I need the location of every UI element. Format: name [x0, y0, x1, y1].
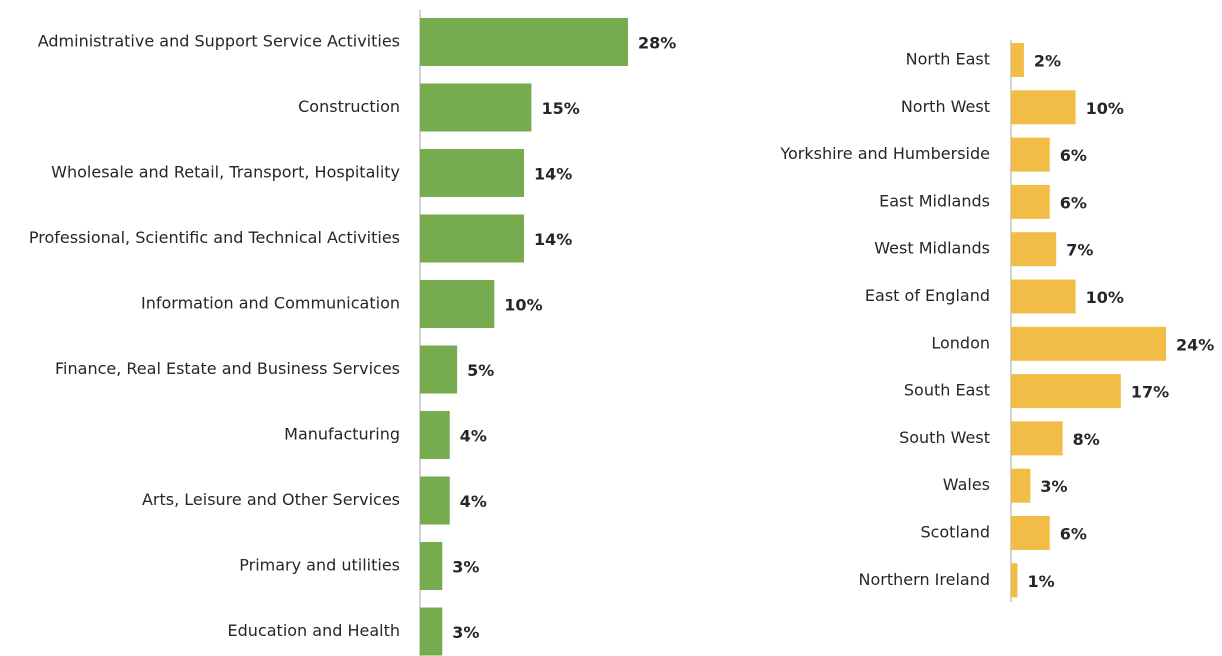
value-label: 14% [534, 230, 572, 249]
value-label: 3% [452, 558, 479, 577]
value-label: 3% [1040, 477, 1067, 496]
value-label: 17% [1131, 383, 1169, 402]
value-label: 5% [467, 361, 494, 380]
bar [1011, 184, 1050, 219]
category-label: West Midlands [874, 239, 990, 258]
bar [1011, 232, 1057, 267]
category-label: Education and Health [228, 621, 400, 640]
category-label: Finance, Real Estate and Business Servic… [55, 359, 400, 378]
category-label: Information and Communication [141, 294, 400, 313]
bar [1011, 137, 1050, 172]
category-label: South West [899, 428, 990, 447]
value-label: 7% [1066, 241, 1093, 260]
bar [1011, 279, 1076, 314]
value-label: 6% [1060, 146, 1087, 165]
category-label: South East [904, 381, 990, 400]
value-label: 4% [460, 427, 487, 446]
category-label: London [931, 333, 990, 352]
bar [1011, 374, 1121, 409]
value-label: 10% [504, 296, 542, 315]
bar [420, 345, 458, 394]
category-label: East Midlands [879, 191, 990, 210]
category-label: East of England [865, 286, 990, 305]
value-label: 2% [1034, 52, 1061, 71]
category-label: Northern Ireland [859, 570, 990, 589]
category-label: North West [901, 97, 990, 116]
value-label: 15% [541, 99, 579, 118]
category-label: Manufacturing [284, 425, 400, 444]
bar [420, 411, 450, 459]
category-label: Wales [943, 475, 990, 494]
category-label: Primary and utilities [239, 556, 400, 575]
category-label: Construction [298, 97, 400, 116]
category-label: North East [906, 50, 990, 69]
bar [420, 214, 525, 263]
bar [420, 280, 495, 328]
category-label: Arts, Leisure and Other Services [142, 490, 400, 509]
value-label: 3% [452, 623, 479, 642]
bar [1011, 468, 1031, 503]
bar [1011, 421, 1063, 456]
category-label: Administrative and Support Service Activ… [38, 32, 400, 51]
value-label: 1% [1027, 572, 1054, 591]
value-label: 4% [460, 492, 487, 511]
bar [1011, 326, 1167, 361]
bar [1011, 516, 1050, 550]
bar [420, 607, 443, 656]
value-label: 14% [534, 165, 572, 184]
value-label: 6% [1060, 525, 1087, 544]
category-label: Yorkshire and Humberside [779, 144, 990, 163]
bar [1011, 90, 1076, 125]
category-label: Wholesale and Retail, Transport, Hospita… [51, 163, 400, 182]
bar [420, 149, 525, 197]
value-label: 10% [1086, 99, 1124, 118]
value-label: 28% [638, 34, 676, 53]
category-label: Scotland [920, 523, 990, 542]
bar [1011, 563, 1018, 598]
value-label: 24% [1176, 335, 1214, 354]
bar [420, 83, 532, 132]
category-label: Professional, Scientific and Technical A… [29, 228, 400, 247]
bar [420, 476, 450, 525]
value-label: 8% [1073, 430, 1100, 449]
bar [420, 18, 629, 66]
value-label: 10% [1086, 288, 1124, 307]
bar [1011, 43, 1024, 77]
bar [420, 542, 443, 590]
value-label: 6% [1060, 193, 1087, 212]
